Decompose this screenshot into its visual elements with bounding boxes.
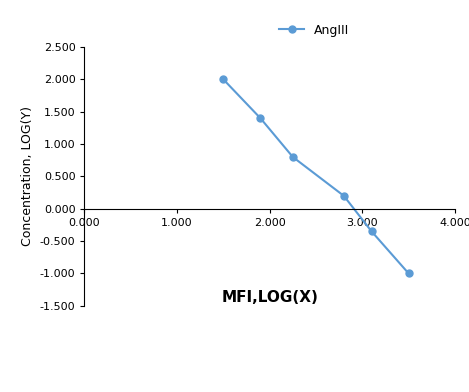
AngIII	[369, 229, 374, 234]
X-axis label: MFI,LOG(X): MFI,LOG(X)	[221, 290, 318, 305]
Legend: AngIII: AngIII	[274, 19, 354, 42]
AngIII	[257, 116, 263, 121]
Y-axis label: Concentration, LOG(Y): Concentration, LOG(Y)	[21, 106, 34, 247]
AngIII	[406, 271, 411, 276]
AngIII	[290, 155, 295, 160]
Line: AngIII: AngIII	[220, 76, 412, 277]
AngIII	[220, 77, 226, 82]
AngIII	[341, 194, 347, 198]
